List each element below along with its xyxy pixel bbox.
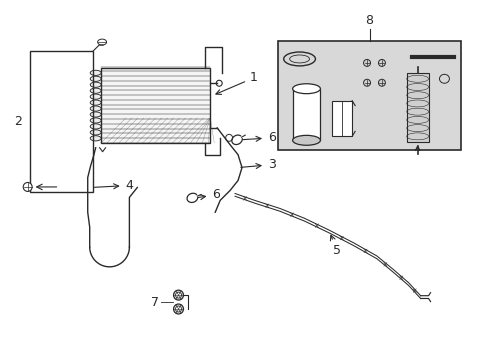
Ellipse shape bbox=[98, 39, 106, 45]
Ellipse shape bbox=[90, 124, 101, 129]
Ellipse shape bbox=[90, 88, 101, 93]
Ellipse shape bbox=[23, 183, 32, 192]
Ellipse shape bbox=[292, 135, 320, 145]
Ellipse shape bbox=[90, 76, 101, 81]
Bar bbox=[332, 100, 351, 136]
Text: 6: 6 bbox=[243, 131, 275, 144]
Ellipse shape bbox=[225, 134, 232, 141]
Text: 7: 7 bbox=[150, 296, 158, 309]
Ellipse shape bbox=[90, 70, 101, 75]
Ellipse shape bbox=[173, 290, 183, 300]
Ellipse shape bbox=[378, 79, 385, 86]
Ellipse shape bbox=[90, 118, 101, 123]
Ellipse shape bbox=[90, 112, 101, 117]
Ellipse shape bbox=[90, 94, 101, 99]
Bar bbox=[101, 68, 210, 143]
Text: 5: 5 bbox=[330, 235, 341, 257]
Ellipse shape bbox=[175, 292, 181, 298]
Text: 6: 6 bbox=[198, 188, 220, 201]
Text: 3: 3 bbox=[240, 158, 275, 171]
Bar bbox=[292, 89, 320, 140]
Ellipse shape bbox=[90, 100, 101, 105]
Bar bbox=[277, 41, 460, 150]
Text: 2: 2 bbox=[14, 115, 21, 128]
Ellipse shape bbox=[90, 82, 101, 87]
Ellipse shape bbox=[173, 304, 183, 314]
Ellipse shape bbox=[363, 79, 370, 86]
Ellipse shape bbox=[90, 106, 101, 111]
Bar bbox=[406, 73, 427, 142]
Ellipse shape bbox=[292, 84, 320, 94]
Text: 1: 1 bbox=[216, 71, 257, 94]
Text: 8: 8 bbox=[365, 14, 373, 27]
Ellipse shape bbox=[90, 130, 101, 135]
Ellipse shape bbox=[90, 136, 101, 141]
Ellipse shape bbox=[378, 59, 385, 66]
Bar bbox=[30, 51, 93, 192]
Ellipse shape bbox=[216, 80, 222, 86]
Ellipse shape bbox=[363, 59, 370, 66]
Text: 4: 4 bbox=[94, 179, 133, 192]
Ellipse shape bbox=[175, 306, 181, 312]
